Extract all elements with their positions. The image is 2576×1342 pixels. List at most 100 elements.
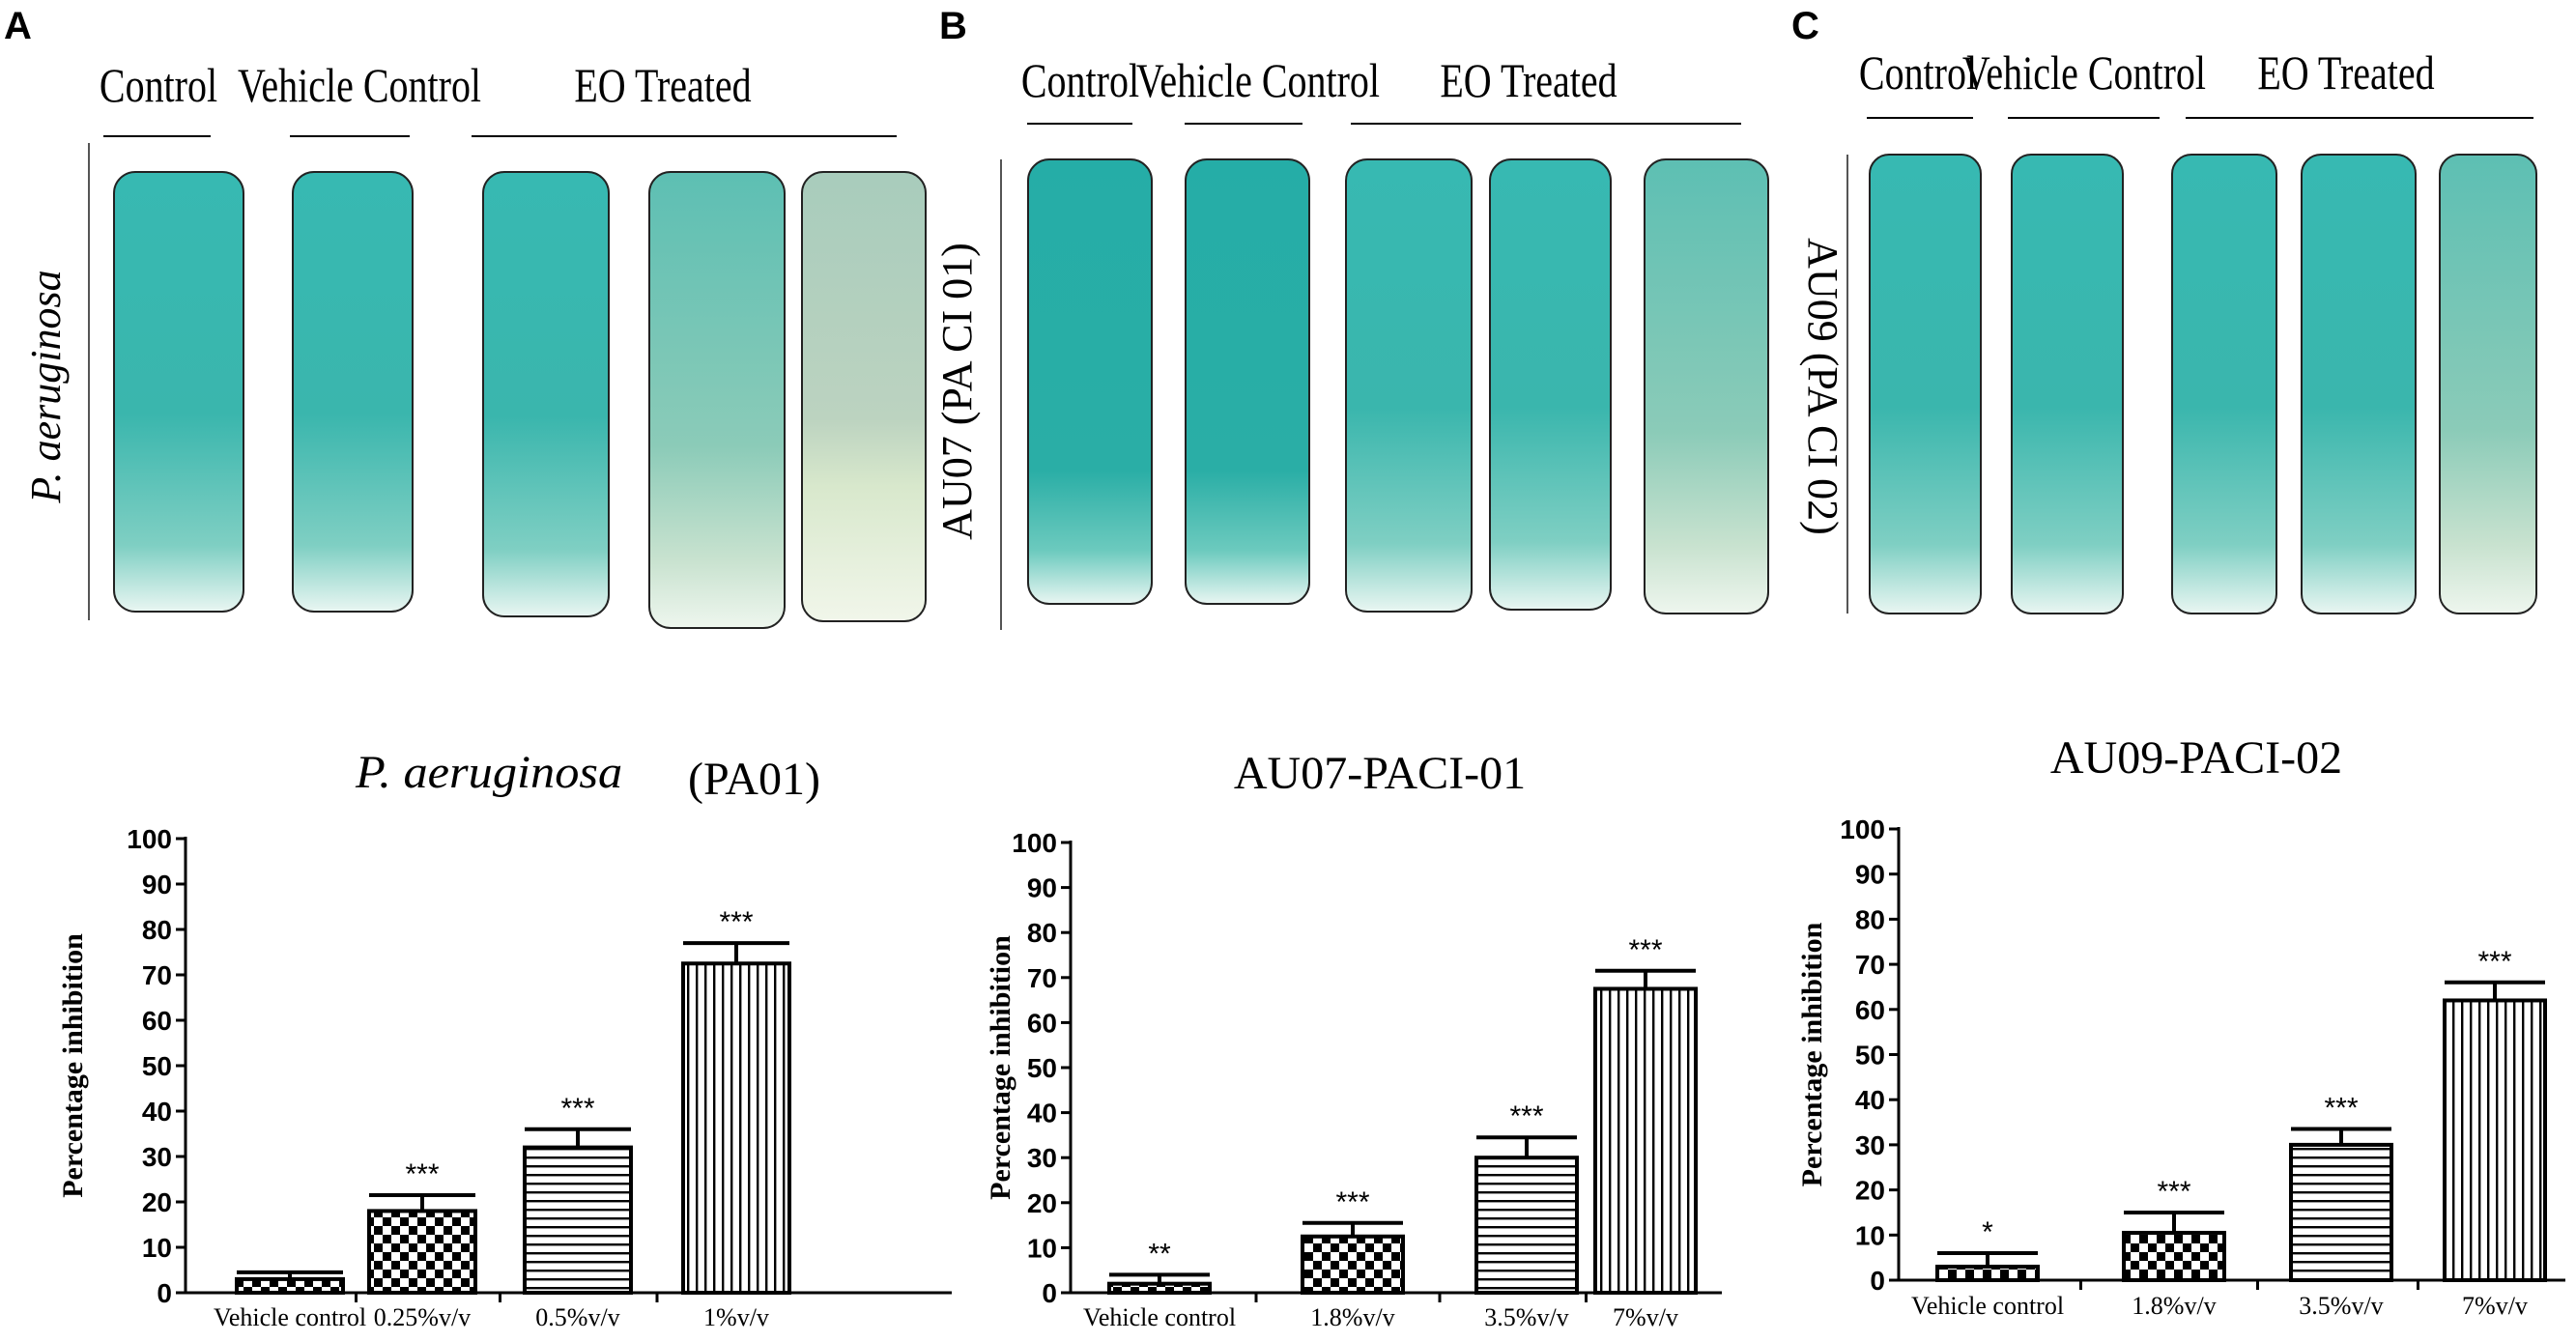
bar	[681, 961, 791, 1295]
x-tick-label: 1.8%v/v	[2132, 1292, 2216, 1320]
x-tick-label: 0.5%v/v	[535, 1303, 619, 1331]
culture-tube	[2439, 154, 2537, 614]
culture-tube	[482, 171, 610, 617]
bar	[2122, 1230, 2226, 1282]
y-tick-label: 10	[1855, 1220, 1885, 1250]
chart-c-title: AU09-PACI-02	[2050, 732, 2342, 784]
group-label-eo-treated: EO Treated	[1440, 54, 1617, 107]
chart-b-title: AU07-PACI-01	[1234, 748, 1526, 799]
significance-label: ***	[1335, 1186, 1369, 1218]
y-tick-label: 60	[142, 1006, 172, 1036]
y-tick-label: 30	[1855, 1130, 1885, 1160]
y-tick-label: 50	[142, 1051, 172, 1081]
y-tick-label: 10	[1027, 1233, 1057, 1263]
y-tick-label: 20	[1027, 1188, 1057, 1218]
chart-b: 0 10 20 30 40 50 60 70 80 90 100 Percentage inhibit…	[985, 828, 1722, 1331]
culture-tube	[292, 171, 414, 613]
y-tick-label: 70	[1027, 963, 1057, 993]
y-tick-label: 40	[142, 1097, 172, 1127]
significance-label: ***	[1628, 934, 1662, 966]
group-label-control: Control	[1021, 54, 1139, 107]
y-tick-label: 100	[127, 824, 172, 854]
bar	[2289, 1142, 2393, 1283]
chart-a-title-suffix: (PA01)	[688, 754, 820, 805]
x-tick-label: 1%v/v	[703, 1303, 769, 1331]
side-label-strain: AU09 (PA CI 02)	[1799, 238, 1846, 535]
significance-label: ***	[2324, 1093, 2358, 1125]
bar	[1301, 1234, 1405, 1295]
y-tick-label: 100	[1012, 828, 1057, 858]
y-tick-label: 60	[1855, 995, 1885, 1025]
y-tick-label: 0	[157, 1278, 172, 1308]
significance-label: ***	[719, 906, 753, 938]
culture-tube	[1185, 158, 1310, 605]
chart-a-title: P. aeruginosa	[355, 746, 622, 798]
culture-tube	[2301, 154, 2417, 614]
x-tick-label: 0.25%v/v	[374, 1303, 471, 1331]
x-tick-label: 1.8%v/v	[1310, 1303, 1394, 1331]
y-tick-label: 50	[1027, 1053, 1057, 1083]
culture-tube	[801, 171, 927, 622]
y-tick-label: 100	[1840, 814, 1885, 844]
side-label-strain: AU07 (PA CI 01)	[933, 243, 981, 540]
culture-tube	[113, 171, 244, 613]
chart-c: 0 10 20 30 40 50 60 70 80 90 100 Percentage inhibit…	[1796, 814, 2565, 1320]
bar	[1935, 1264, 2040, 1282]
y-axis-label: Percentage inhibition	[57, 933, 89, 1198]
y-tick-label: 40	[1027, 1099, 1057, 1128]
group-label-control: Control	[1859, 46, 1977, 100]
y-axis-label: Percentage inhibition	[985, 935, 1016, 1200]
y-tick-label: 40	[1855, 1085, 1885, 1115]
panel-b-photo: B Control Vehicle Control EO Treated AU0…	[933, 5, 1769, 630]
significance-label: ***	[2157, 1176, 2190, 1208]
panel-a-photo: A Control Vehicle Control EO Treated P. …	[4, 5, 927, 629]
x-tick-label: 7%v/v	[2462, 1292, 2528, 1320]
y-tick-label: 60	[1027, 1008, 1057, 1038]
y-tick-label: 30	[142, 1142, 172, 1172]
y-tick-label: 70	[1855, 950, 1885, 980]
panel-letter-a: A	[4, 5, 32, 47]
x-tick-label: Vehicle control	[1083, 1303, 1236, 1331]
group-label-eo-treated: EO Treated	[574, 59, 752, 112]
bar	[367, 1209, 477, 1296]
culture-tube	[1345, 158, 1473, 613]
x-tick-label: 7%v/v	[1613, 1303, 1678, 1331]
culture-tube	[1869, 154, 1982, 614]
panel-c-photo: C Control Vehicle Control EO Treated AU0…	[1791, 5, 2537, 614]
culture-tube	[2171, 154, 2277, 614]
group-label-vehicle-control: Vehicle Control	[1962, 46, 2206, 100]
y-tick-label: 70	[142, 960, 172, 990]
y-tick-label: 50	[1855, 1041, 1885, 1071]
group-label-vehicle-control: Vehicle Control	[238, 59, 481, 112]
bar	[235, 1276, 345, 1296]
culture-tube	[2011, 154, 2124, 614]
y-tick-label: 20	[142, 1187, 172, 1217]
y-tick-label: 0	[1042, 1278, 1057, 1308]
y-tick-label: 90	[1855, 860, 1885, 890]
y-tick-label: 90	[142, 870, 172, 899]
chart-a: 0 10 20 30 40 50 60 70 80 90 100 Percentage inhibit…	[57, 824, 952, 1331]
significance-label: ***	[560, 1093, 594, 1125]
y-axis-label: Percentage inhibition	[1796, 922, 1828, 1186]
bar	[1474, 1156, 1579, 1295]
panel-letter-b: B	[939, 5, 967, 47]
significance-label: ***	[1509, 1100, 1543, 1132]
x-tick-label: 3.5%v/v	[2299, 1292, 2383, 1320]
group-label-vehicle-control: Vehicle Control	[1136, 54, 1380, 107]
culture-tube	[1644, 158, 1769, 614]
significance-label: **	[1148, 1238, 1171, 1270]
culture-tube	[1489, 158, 1612, 611]
x-tick-label: 3.5%v/v	[1484, 1303, 1568, 1331]
bar	[2443, 998, 2547, 1282]
y-tick-label: 80	[1855, 904, 1885, 934]
significance-label: *	[1982, 1216, 1993, 1248]
panel-letter-c: C	[1791, 5, 1819, 47]
y-tick-label: 0	[1870, 1266, 1885, 1296]
x-tick-label: Vehicle control	[1911, 1292, 2064, 1320]
bar	[523, 1145, 633, 1295]
group-label-eo-treated: EO Treated	[2257, 46, 2435, 100]
significance-label: ***	[405, 1158, 439, 1190]
bar	[1593, 986, 1698, 1295]
y-tick-label: 10	[142, 1233, 172, 1263]
